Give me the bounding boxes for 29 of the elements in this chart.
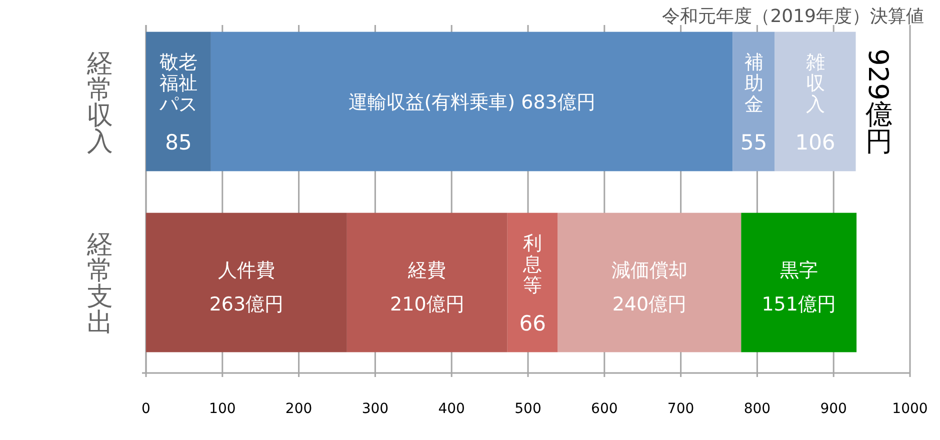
data-label: 106 [795,130,836,154]
series-label: 利息等 [522,232,542,296]
data-label: 85 [165,130,192,154]
data-label: 210億円 [390,294,464,316]
series-label: 人件費 [218,260,275,282]
data-label: 151億円 [762,294,836,316]
series-label: 敬老福祉パス [158,52,198,116]
x-tick-label: 1000 [892,401,928,417]
data-label: 66 [519,312,546,336]
x-tick-label: 700 [667,401,694,417]
data-label: 240億円 [612,294,687,316]
x-tick-label: 200 [285,401,312,417]
series-label: 減価償却 [611,260,688,282]
chart-title: 令和元年度（2019年度）決算値 [662,6,924,27]
x-tick-label: 400 [438,401,465,417]
x-tick-label: 500 [514,401,542,417]
series-label: 雑収入 [806,52,825,116]
x-tick-label: 900 [820,401,847,417]
series: 運輸収益(有料乗車) 683億円 [210,32,733,172]
x-tick-label: 800 [744,401,771,417]
x-tick-label: 100 [209,401,236,417]
data-label: 263億円 [209,294,284,316]
series-label: 黒字 [780,260,818,282]
x-tick-label: 600 [591,401,618,417]
x-tick-label: 300 [362,401,389,417]
series-label: 経費 [407,260,446,282]
series-label: 補助金 [744,52,764,116]
data-label: 55 [740,130,768,154]
x-tick-label: 0 [142,401,150,417]
